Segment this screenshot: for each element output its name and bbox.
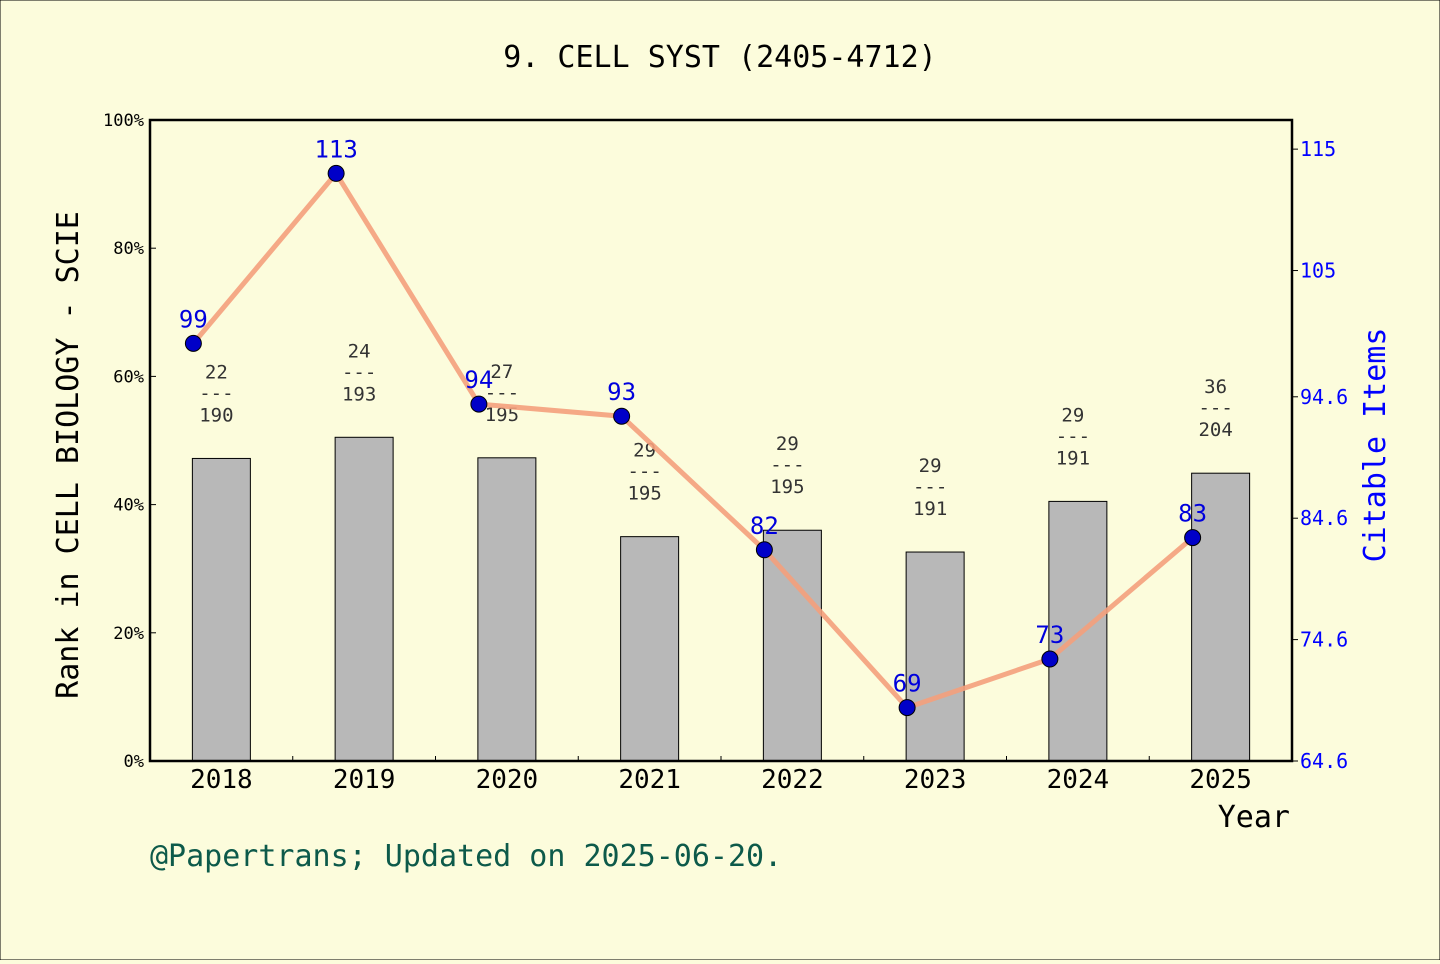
rank-separator-2023: --- [913, 476, 947, 498]
y-tick-label-20: 20% [113, 624, 144, 644]
x-axis-title: Year [1218, 800, 1290, 835]
total-label-2019: 193 [342, 383, 376, 405]
y-axis-title: Rank in CELL BIOLOGY - SCIE [51, 211, 86, 699]
point-2020 [470, 395, 488, 413]
rank-label-2018: 22 [205, 361, 228, 383]
total-label-2022: 195 [770, 476, 804, 498]
y-tick-label-0: 0% [124, 752, 144, 772]
bar-2023 [905, 551, 965, 762]
total-label-2024: 191 [1056, 447, 1090, 469]
bar-2024 [1048, 500, 1108, 762]
rank-label-2020: 27 [490, 361, 513, 383]
rank-separator-2024: --- [1056, 425, 1090, 447]
x-tick-label-2024: 2024 [1047, 765, 1110, 795]
total-label-2021: 195 [627, 483, 661, 505]
y-tick-label-80: 80% [113, 239, 144, 259]
y-tick-label-100: 100% [103, 111, 144, 131]
bar-2025 [1191, 472, 1251, 762]
rank-label-2022: 29 [776, 433, 799, 455]
total-label-2020: 195 [485, 404, 519, 426]
x-tick-label-2023: 2023 [904, 765, 967, 795]
point-2024 [1041, 650, 1059, 668]
rank-label-2023: 29 [919, 455, 942, 477]
y2-tick-label-94.6: 94.6 [1300, 385, 1348, 409]
x-tick-label-2020: 2020 [476, 765, 539, 795]
point-label-2020: 94 [464, 366, 493, 394]
point-2025 [1184, 529, 1202, 547]
x-tick-label-2021: 2021 [618, 765, 681, 795]
footer-note: @Papertrans; Updated on 2025-06-20. [150, 839, 782, 874]
total-label-2023: 191 [913, 498, 947, 520]
x-tick-label-2022: 2022 [761, 765, 824, 795]
point-label-2021: 93 [607, 378, 636, 406]
citable-items-line [191, 170, 1195, 711]
rank-separator-2025: --- [1198, 397, 1232, 419]
point-2023 [898, 699, 916, 717]
rank-separator-2020: --- [485, 382, 519, 404]
chart-title: 9. CELL SYST (2405-4712) [503, 40, 936, 75]
x-tick-label-2018: 2018 [190, 765, 253, 795]
y2-tick-label-115: 115 [1300, 137, 1336, 161]
point-2019 [327, 164, 345, 182]
y-tick-label-60: 60% [113, 367, 144, 387]
point-label-2023: 69 [893, 670, 922, 698]
rank-label-2025: 36 [1204, 376, 1227, 398]
rank-separator-2019: --- [342, 361, 376, 383]
y2-tick-label-84.6: 84.6 [1300, 506, 1348, 530]
point-label-2018: 99 [179, 305, 208, 333]
x-tick-label-2025: 2025 [1189, 765, 1252, 795]
rank-label-2019: 24 [348, 340, 371, 362]
bar-2020 [477, 457, 537, 762]
point-2018 [184, 334, 202, 352]
x-tick-label-2019: 2019 [333, 765, 396, 795]
bar-2018 [191, 457, 251, 762]
total-label-2025: 204 [1198, 419, 1232, 441]
point-label-2022: 82 [750, 512, 779, 540]
point-2021 [613, 407, 631, 425]
y2-tick-label-64.6: 64.6 [1300, 749, 1348, 773]
rank-separator-2018: --- [199, 382, 233, 404]
point-label-2019: 113 [314, 135, 357, 163]
y2-tick-label-105: 105 [1300, 259, 1336, 283]
point-2022 [755, 541, 773, 559]
bar-2022 [762, 529, 822, 762]
y-tick-label-40: 40% [113, 496, 144, 516]
bar-2021 [620, 536, 680, 762]
point-label-2024: 73 [1035, 621, 1064, 649]
rank-separator-2021: --- [627, 461, 661, 483]
point-label-2025: 83 [1178, 500, 1207, 528]
y2-tick-label-74.6: 74.6 [1300, 628, 1348, 652]
total-label-2018: 190 [199, 404, 233, 426]
bar-2019 [334, 436, 394, 762]
rank-label-2024: 29 [1061, 404, 1084, 426]
y2-axis-title: Citable Items [1358, 328, 1393, 563]
rank-separator-2022: --- [770, 454, 804, 476]
